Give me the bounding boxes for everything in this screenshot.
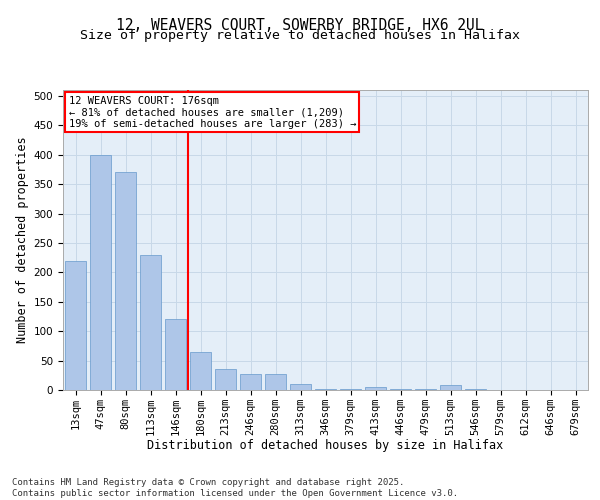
Bar xyxy=(290,384,311,390)
Text: Size of property relative to detached houses in Halifax: Size of property relative to detached ho… xyxy=(80,29,520,42)
Bar xyxy=(165,320,186,390)
Bar xyxy=(240,374,261,390)
Text: Contains HM Land Registry data © Crown copyright and database right 2025.
Contai: Contains HM Land Registry data © Crown c… xyxy=(12,478,458,498)
Bar xyxy=(340,389,361,390)
Bar xyxy=(140,254,161,390)
Bar xyxy=(440,386,461,390)
Bar xyxy=(315,389,336,390)
Text: 12 WEAVERS COURT: 176sqm
← 81% of detached houses are smaller (1,209)
19% of sem: 12 WEAVERS COURT: 176sqm ← 81% of detach… xyxy=(68,96,356,129)
Bar xyxy=(190,352,211,390)
Bar xyxy=(90,154,111,390)
Bar xyxy=(65,260,86,390)
Bar xyxy=(365,387,386,390)
Bar xyxy=(215,370,236,390)
Bar xyxy=(115,172,136,390)
Bar xyxy=(265,374,286,390)
Text: 12, WEAVERS COURT, SOWERBY BRIDGE, HX6 2UL: 12, WEAVERS COURT, SOWERBY BRIDGE, HX6 2… xyxy=(116,18,484,32)
Y-axis label: Number of detached properties: Number of detached properties xyxy=(16,136,29,344)
X-axis label: Distribution of detached houses by size in Halifax: Distribution of detached houses by size … xyxy=(148,440,503,452)
